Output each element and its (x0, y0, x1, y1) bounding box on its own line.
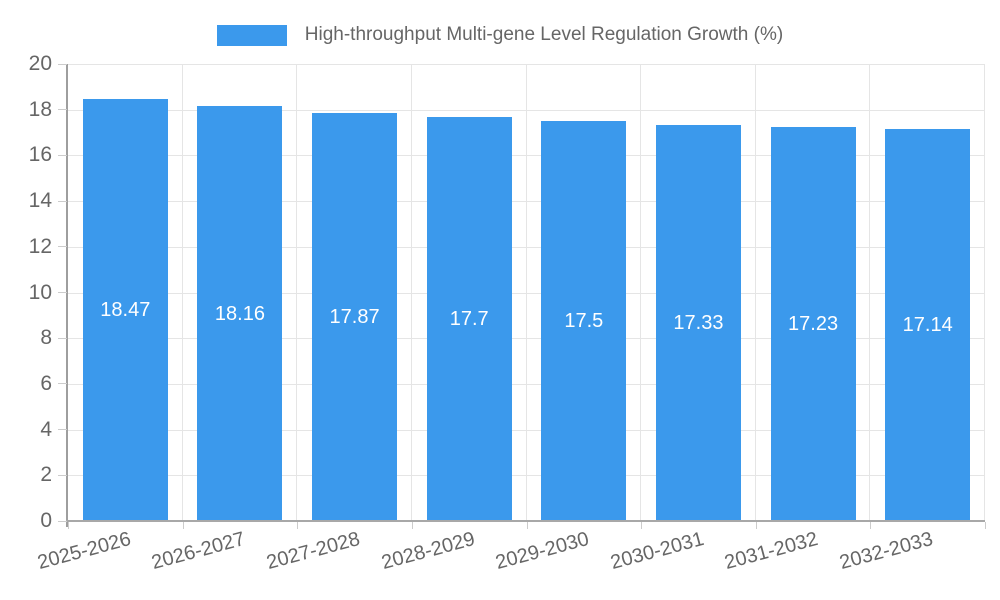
y-axis-tick-label: 2 (40, 463, 52, 487)
y-axis-tick (58, 109, 67, 111)
y-axis-tick (58, 474, 67, 476)
y-axis-tick (58, 154, 67, 156)
gridline-horizontal (68, 246, 985, 248)
gridline-vertical (984, 64, 985, 521)
x-axis-category-label: 2032-2033 (837, 528, 936, 575)
y-axis-tick (58, 292, 67, 293)
gridline-horizontal (68, 475, 985, 477)
x-axis-tick (526, 522, 528, 529)
x-axis-category-label: 2028-2029 (378, 528, 477, 575)
gridline-vertical (754, 64, 756, 521)
gridline-horizontal (68, 383, 985, 385)
x-axis-tick (641, 522, 643, 529)
gridline-horizontal (68, 155, 985, 157)
x-axis-tick (870, 522, 872, 529)
y-axis-tick-label: 12 (28, 234, 52, 258)
y-axis-tick-label: 18 (28, 97, 52, 121)
y-axis-tick (58, 246, 67, 248)
x-axis-tick (297, 522, 299, 529)
legend-item[interactable]: High-throughput Multi-gene Level Regulat… (216, 24, 784, 46)
bar[interactable] (885, 129, 971, 521)
gridline-vertical (296, 64, 298, 521)
x-axis-tick (182, 522, 184, 529)
y-axis-tick (58, 200, 67, 202)
legend-swatch (216, 24, 287, 46)
bar[interactable] (312, 112, 398, 521)
gridline-vertical (640, 64, 642, 521)
x-axis-tick (68, 522, 69, 529)
y-axis-tick (58, 383, 67, 385)
x-axis-category-label: 2030-2031 (608, 528, 707, 575)
gridline-horizontal (68, 64, 985, 65)
bar[interactable] (82, 98, 168, 521)
y-axis-tick-label: 14 (28, 189, 52, 213)
x-axis-line (66, 520, 985, 522)
x-axis-category-label: 2031-2032 (722, 528, 821, 575)
bar[interactable] (426, 116, 512, 521)
bar[interactable] (655, 125, 741, 521)
plot-area: 18.47 18.16 17.87 17.7 17.5 17.33 17.23 17.14 (68, 64, 985, 521)
bar[interactable] (770, 127, 856, 521)
bar[interactable] (541, 121, 627, 521)
gridline-vertical (869, 64, 871, 521)
legend-label: High-throughput Multi-gene Level Regulat… (304, 24, 784, 45)
y-axis-tick (58, 429, 67, 431)
y-axis-line (66, 64, 68, 527)
bar[interactable] (197, 106, 283, 521)
gridline-vertical (525, 64, 527, 521)
y-axis-tick-label: 6 (40, 371, 52, 395)
gridline-horizontal (68, 338, 985, 340)
y-axis-tick (58, 63, 67, 65)
gridline-vertical (181, 64, 183, 521)
gridline-vertical (410, 64, 412, 521)
y-axis-tick (58, 337, 67, 339)
y-axis-tick-label: 10 (28, 280, 52, 304)
y-axis-tick (58, 520, 67, 522)
y-axis-tick-label: 4 (40, 417, 52, 441)
gridline-horizontal (68, 109, 985, 111)
x-axis-category-label: 2025-2026 (34, 528, 134, 575)
y-axis-tick-label: 16 (28, 143, 52, 167)
gridline-horizontal (68, 429, 985, 431)
y-axis-tick-label: 20 (28, 52, 52, 75)
gridline-horizontal (68, 201, 985, 203)
x-axis-category-label: 2026-2027 (149, 528, 248, 575)
y-axis-tick-label: 0 (40, 509, 52, 532)
x-axis-tick (755, 522, 757, 529)
x-axis-tick (411, 522, 413, 529)
x-axis-tick (985, 522, 986, 529)
legend: High-throughput Multi-gene Level Regulat… (0, 22, 1000, 48)
x-axis-category-label: 2027-2028 (264, 528, 363, 575)
gridline-horizontal (68, 292, 985, 294)
x-axis-category-label: 2029-2030 (493, 528, 592, 575)
y-axis-tick-label: 8 (40, 326, 52, 350)
